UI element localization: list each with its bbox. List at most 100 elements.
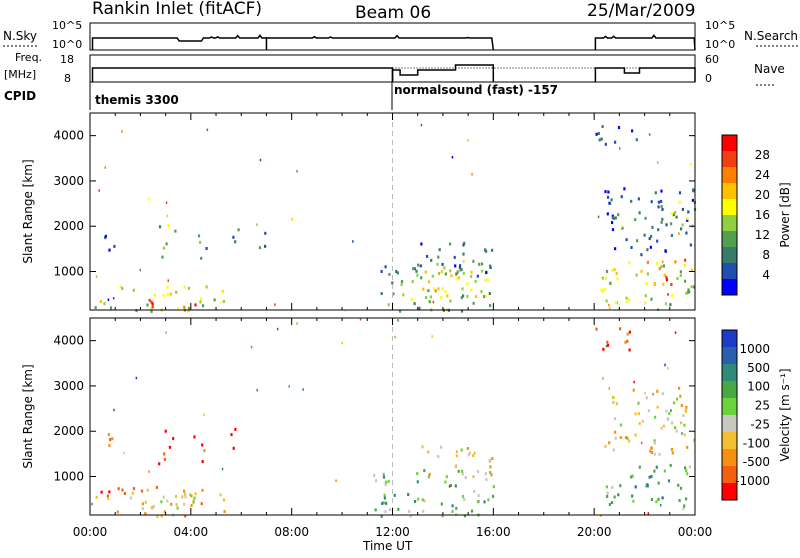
heatmap-cell [441,514,444,518]
heatmap-cell [416,273,419,277]
heatmap-cell [461,495,465,498]
heatmap-cell [187,309,190,313]
heatmap-cell [595,327,598,331]
heatmap-cell [149,307,152,311]
heatmap-cell [380,292,383,296]
heatmap-cell [384,510,387,514]
colorbar-tick-label: -25 [750,417,770,431]
heatmap-cell [655,465,658,469]
heatmap-cell [471,173,473,176]
heatmap-cell [466,447,469,450]
heatmap-cell [626,332,629,336]
heatmap-cell [100,490,103,494]
x-tick-label: 00:00 [678,525,713,539]
heatmap-cell [437,287,440,291]
heatmap-cell [657,200,660,204]
heatmap-cell [657,228,660,232]
heatmap-cell [640,441,643,445]
heatmap-cell [440,502,443,506]
heatmap-cell [660,504,662,507]
heatmap-cell [679,486,683,490]
colorbar-velocity: 1000 500 100 25 -25 -100 -500 -1000 Velocity [m … [721,329,792,501]
heatmap-cell [222,498,226,502]
heatmap-cell [662,264,665,268]
heatmap-cell [476,274,479,278]
heatmap-cell [634,433,637,437]
heatmap-cell [687,210,690,214]
heatmap-cell [676,277,679,280]
heatmap-cell [656,161,659,164]
nsky-trace-line-2 [594,34,696,51]
heatmap-cell [463,241,466,245]
heatmap-cell [424,270,427,274]
heatmap-cell [116,510,119,514]
heatmap-cell [460,268,463,272]
heatmap-cell [150,309,153,313]
heatmap-cell [679,394,682,398]
heatmap-cell [193,435,196,439]
heatmap-cell [692,285,696,289]
heatmap-cell [645,396,648,400]
heatmap-cell [165,201,168,204]
nsky-tick-bottom: 10^0 [52,38,82,51]
colorbar-frame [721,329,738,501]
heatmap-cell [691,198,694,202]
heatmap-cell [467,453,470,457]
heatmap-cell [670,447,673,451]
heatmap-cell [682,413,685,417]
heatmap-cell [276,327,279,331]
heatmap-cell [146,488,149,492]
nsearch-tick-top: 10^5 [705,19,735,32]
heatmap-cell [619,147,621,150]
heatmap-cell [117,487,120,491]
heatmap-cell [389,508,392,512]
heatmap-cell [670,293,674,297]
heatmap-cell [449,299,452,303]
heatmap-cell [460,309,464,313]
heatmap-cell [201,460,204,464]
heatmap-cell [163,457,167,461]
heatmap-cell [232,235,235,239]
heatmap-cell [121,488,124,492]
heatmap-cell [194,303,197,307]
heatmap-cell [672,401,676,405]
colorbar-label: Power [dB] [778,182,792,247]
heatmap-cell [175,290,178,294]
heatmap-cell [666,417,669,421]
heatmap-cell [600,137,603,141]
heatmap-cell [611,228,615,232]
heatmap-cell [682,507,685,511]
heatmap-cell [678,386,681,390]
heatmap-cell [680,404,683,408]
heatmap-cell [423,469,426,473]
heatmap-cell [600,514,602,517]
heatmap-cell [656,262,659,265]
heatmap-cell [213,298,216,302]
heatmap-cell [234,427,237,431]
heatmap-cell [152,504,155,508]
heatmap-cell [456,450,458,453]
heatmap-cell [648,237,651,241]
heatmap-cell [141,502,144,506]
heatmap-cell [415,269,418,273]
heatmap-cell [486,278,489,282]
heatmap-cell [264,244,267,248]
heatmap-cell [601,125,604,129]
heatmap-cell [483,500,486,504]
colorbar-tick-label: 24 [755,168,770,182]
colorbar-tick-label: 25 [755,399,770,413]
heatmap-cell [661,260,664,264]
heatmap-cell [200,256,203,260]
heatmap-cell [657,205,660,209]
heatmap-cell [660,426,663,430]
heatmap-cell [492,485,495,489]
heatmap-cell [396,271,399,275]
heatmap-cell [675,429,678,433]
heatmap-cell [685,497,688,501]
heatmap-cell [167,224,170,227]
heatmap-cell [103,302,106,306]
colorbar-swatch [722,432,737,450]
colorbar-tick-label: 20 [755,188,770,202]
heatmap-cell [638,421,641,425]
heatmap-cell [635,273,638,277]
